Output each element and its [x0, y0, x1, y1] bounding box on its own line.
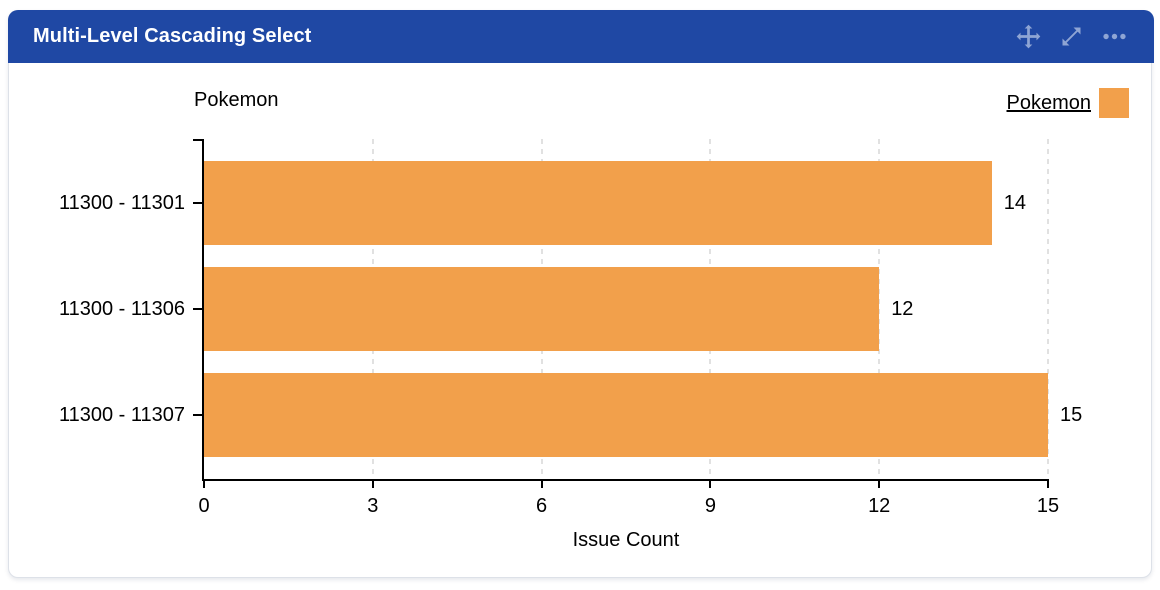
x-tick-label: 6: [536, 495, 548, 517]
x-axis-line: [202, 479, 1048, 481]
y-tick: [193, 139, 202, 141]
x-axis-label: Issue Count: [572, 529, 680, 551]
x-tick: [540, 479, 543, 488]
x-tick-label: 3: [367, 495, 379, 517]
x-tick: [371, 479, 374, 488]
gridline: [878, 139, 881, 479]
bar[interactable]: [204, 161, 992, 245]
y-axis-line: [202, 139, 204, 481]
bar-chart: Pokemon Pokemon Issue Count 11300 - 1130…: [9, 63, 1153, 579]
x-tick-label: 12: [868, 495, 891, 517]
gadget-card: Multi-Level Cascading Select Pokemon Po: [8, 10, 1154, 579]
x-tick: [203, 479, 205, 488]
x-tick: [709, 479, 712, 488]
legend-label[interactable]: Pokemon: [1006, 91, 1092, 114]
legend: Pokemon: [1006, 88, 1129, 118]
bar-value-label: 12: [891, 298, 914, 320]
x-tick-label: 15: [1036, 495, 1060, 517]
y-tick: [193, 414, 202, 416]
y-axis-title: Pokemon: [194, 89, 279, 111]
category-label: 11300 - 11301: [58, 192, 185, 214]
gadget-title: Multi-Level Cascading Select: [33, 25, 312, 47]
gridline: [1047, 139, 1049, 479]
category-label: 11300 - 11307: [58, 404, 185, 426]
gadget-header-icons: [1015, 10, 1128, 63]
bar[interactable]: [204, 267, 880, 351]
bar-value-label: 15: [1060, 404, 1083, 426]
bar[interactable]: [204, 373, 1048, 457]
bar-value-label: 14: [1003, 192, 1026, 214]
more-options-icon[interactable]: [1101, 23, 1128, 50]
x-tick-label: 9: [704, 495, 716, 517]
x-tick: [1047, 479, 1049, 488]
x-tick-label: 0: [198, 495, 210, 517]
legend-swatch[interactable]: [1099, 88, 1129, 118]
category-label: 11300 - 11306: [58, 298, 185, 320]
expand-icon[interactable]: [1058, 23, 1085, 50]
y-tick: [193, 202, 202, 204]
gadget-header: Multi-Level Cascading Select: [8, 10, 1154, 63]
y-tick: [193, 308, 202, 310]
x-tick: [878, 479, 881, 488]
move-icon[interactable]: [1015, 23, 1042, 50]
